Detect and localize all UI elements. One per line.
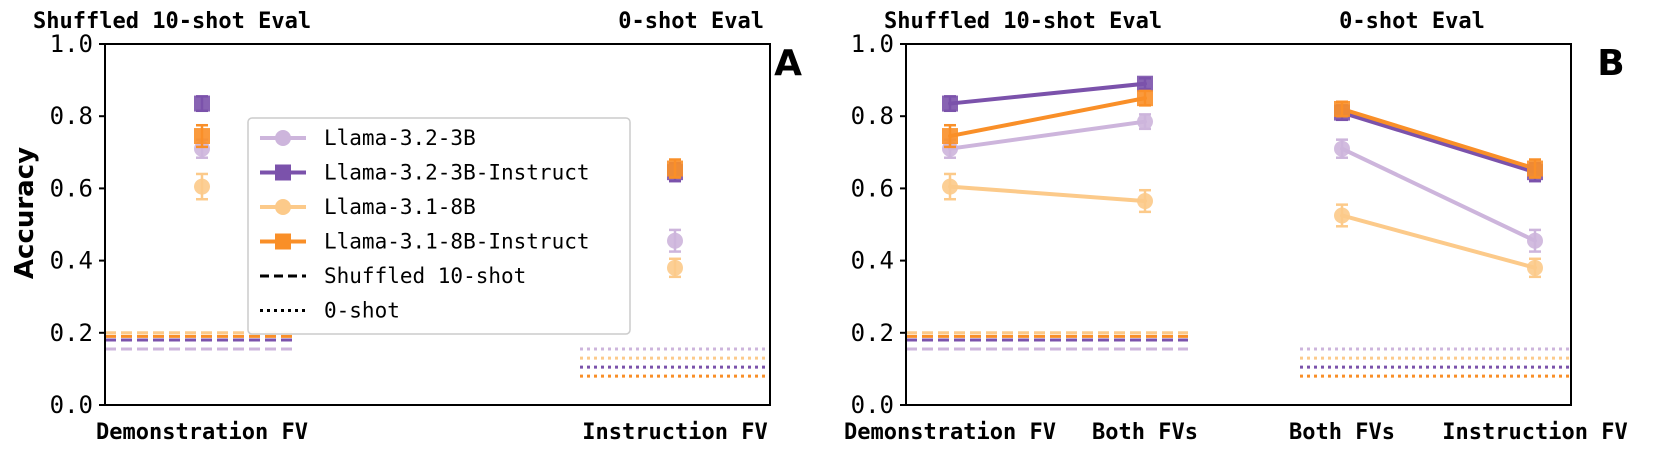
x-category-label: Instruction FV xyxy=(582,420,767,445)
y-tick-label: 1.0 xyxy=(851,30,894,58)
y-tick-label: 1.0 xyxy=(50,30,93,58)
data-point-square xyxy=(1334,100,1350,117)
y-tick-label: 0.4 xyxy=(50,247,93,275)
y-tick-label: 0.2 xyxy=(50,319,93,347)
data-point-square xyxy=(1527,160,1543,177)
legend-box xyxy=(247,117,631,335)
data-point-square xyxy=(1137,75,1153,92)
data-point-square xyxy=(667,160,683,177)
y-tick-label: 0.8 xyxy=(50,102,93,130)
x-category-label: Both FVs xyxy=(1289,420,1395,445)
data-point-circle xyxy=(1137,193,1153,210)
data-point-square xyxy=(1137,90,1153,107)
series-line-3-0 xyxy=(948,96,1147,139)
legend: Llama-3.2-3B Llama-3.2-3B-Instruct Llama-3… xyxy=(247,117,631,335)
panel-b-section-title-right: 0-shot Eval xyxy=(1339,9,1485,34)
panel-a-plot: 0.0 0.2 0.4 0.6 0.8 1.0 Demonstration FV Instru… xyxy=(50,30,771,445)
data-point-square xyxy=(942,95,958,112)
y-tick-label: 0.2 xyxy=(851,319,894,347)
y-tick-label: 0.4 xyxy=(851,247,894,275)
data-point-circle xyxy=(942,140,958,157)
panel-a-section-title-right: 0-shot Eval xyxy=(618,9,764,34)
series-line-2-0 xyxy=(948,184,1147,204)
x-category-label: Demonstration FV xyxy=(844,420,1056,445)
legend-marker-square xyxy=(275,164,291,181)
series-line-3-2 xyxy=(1340,106,1537,171)
series-line-0-2 xyxy=(1340,146,1537,243)
series-line-0-0 xyxy=(948,119,1147,151)
data-point-square xyxy=(942,128,958,145)
panel-b-label: B xyxy=(1597,43,1624,84)
data-point-square xyxy=(194,95,210,112)
y-tick-label: 0.6 xyxy=(50,174,93,202)
data-point-circle xyxy=(194,140,210,157)
axes-frame xyxy=(905,43,1572,406)
x-category-label: Demonstration FV xyxy=(96,420,308,445)
data-point-circle xyxy=(194,178,210,195)
series-line-1-0 xyxy=(948,81,1147,106)
x-category-label: Instruction FV xyxy=(1442,420,1627,445)
axes-frame xyxy=(104,43,771,406)
panel-a-label: A xyxy=(774,43,802,84)
legend-label: Llama-3.2-3B-Instruct xyxy=(324,161,590,185)
legend-marker-circle xyxy=(275,130,291,146)
data-point-circle xyxy=(1334,207,1350,224)
panel-a-ylabel: Accuracy xyxy=(10,147,40,279)
data-point-circle xyxy=(667,259,683,276)
data-point-square xyxy=(194,128,210,145)
data-point-circle xyxy=(1527,232,1543,249)
data-point-circle xyxy=(667,232,683,249)
legend-label: Shuffled 10-shot xyxy=(324,264,526,288)
series-line-1-2 xyxy=(1340,110,1537,175)
data-point-circle xyxy=(1527,259,1543,276)
y-tick-label: 0.6 xyxy=(851,174,894,202)
data-point-circle xyxy=(942,178,958,195)
y-tick-label: 0.8 xyxy=(851,102,894,130)
x-category-label: Both FVs xyxy=(1092,420,1198,445)
y-tick-label: 0.0 xyxy=(851,391,894,419)
legend-label: Llama-3.1-8B-Instruct xyxy=(324,230,590,254)
legend-label: Llama-3.2-3B xyxy=(324,126,476,150)
panel-a-section-title-left: Shuffled 10-shot Eval xyxy=(33,9,311,34)
data-point-circle xyxy=(1137,113,1153,130)
legend-marker-circle xyxy=(275,199,291,215)
legend-label: Llama-3.1-8B xyxy=(324,195,476,219)
panel-b-section-title-left: Shuffled 10-shot Eval xyxy=(884,9,1162,34)
panel-b-plot: 0.0 0.2 0.4 0.6 0.8 1.0 Demonstration FV Both F… xyxy=(844,30,1628,445)
legend-marker-square xyxy=(275,233,291,250)
data-point-circle xyxy=(1334,140,1350,157)
series-line-2-2 xyxy=(1340,213,1537,270)
legend-label: 0-shot xyxy=(324,299,400,323)
y-tick-label: 0.0 xyxy=(50,391,93,419)
